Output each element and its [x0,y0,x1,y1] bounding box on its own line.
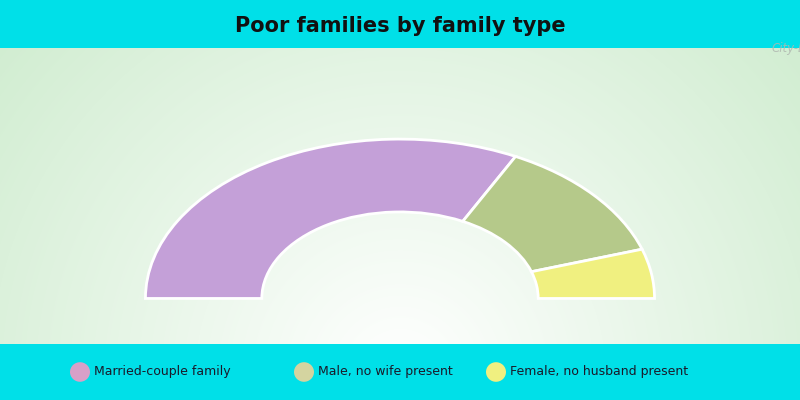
Ellipse shape [294,362,314,382]
Ellipse shape [70,362,90,382]
Ellipse shape [486,362,506,382]
Wedge shape [531,249,654,298]
Text: Male, no wife present: Male, no wife present [318,366,453,378]
Wedge shape [462,156,642,272]
Text: Poor families by family type: Poor families by family type [234,16,566,36]
Text: Female, no husband present: Female, no husband present [510,366,689,378]
Text: City-Data.com: City-Data.com [772,42,800,55]
Wedge shape [146,139,515,298]
Text: Married-couple family: Married-couple family [94,366,231,378]
